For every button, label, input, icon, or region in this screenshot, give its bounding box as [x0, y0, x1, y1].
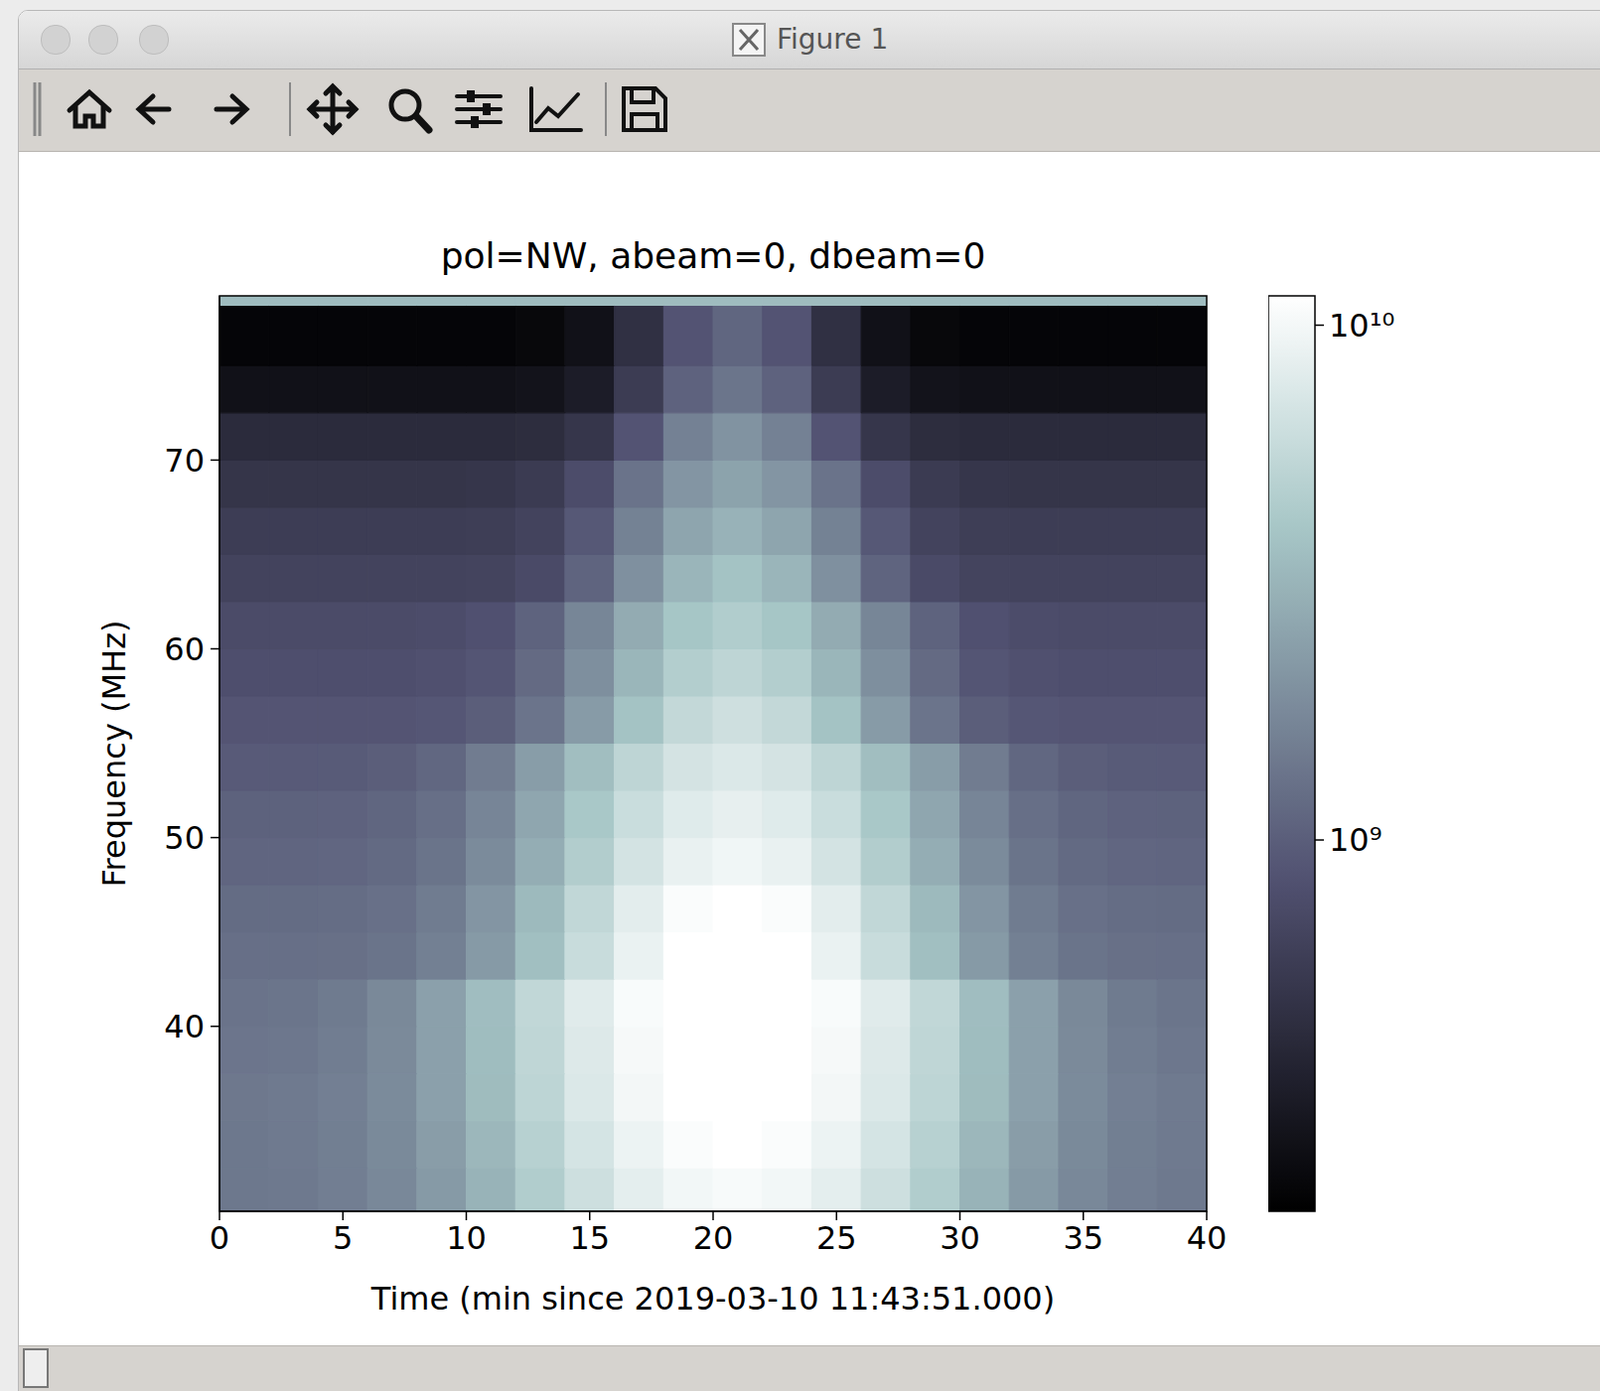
svg-text:70: 70: [163, 441, 205, 480]
html-text:Frequency (MHz): Frequency (MHz): [95, 620, 134, 888]
html-text:Time (min since 2019-03-10 11:: Time (min since 2019-03-10 11:43:51.000): [371, 1280, 1055, 1318]
svg-text:20: 20: [693, 1219, 734, 1258]
svg-text:0: 0: [209, 1219, 230, 1258]
svg-text:10¹⁰: 10¹⁰: [1328, 306, 1395, 345]
html-text:pol=NW, abeam=0, dbeam=0: pol=NW, abeam=0, dbeam=0: [440, 235, 986, 277]
svg-text:25: 25: [816, 1219, 858, 1258]
svg-text:10: 10: [445, 1219, 487, 1258]
svg-text:10⁹: 10⁹: [1328, 821, 1383, 860]
svg-text:60: 60: [163, 630, 205, 669]
svg-text:40: 40: [163, 1008, 205, 1046]
html-text:Figure 1: Figure 1: [776, 22, 889, 56]
svg-text:15: 15: [569, 1219, 610, 1258]
svg-text:50: 50: [163, 819, 205, 858]
svg-text:5: 5: [332, 1219, 353, 1258]
svg-text:35: 35: [1062, 1219, 1104, 1258]
svg-text:40: 40: [1186, 1219, 1228, 1258]
svg-text:30: 30: [939, 1219, 981, 1258]
